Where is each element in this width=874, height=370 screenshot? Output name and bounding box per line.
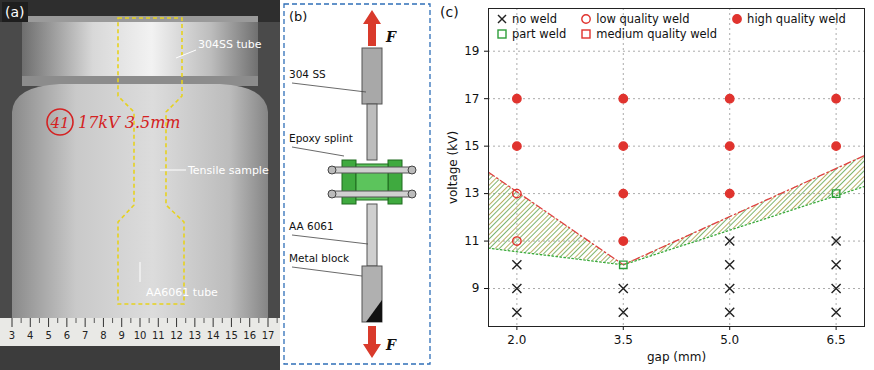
html-text:low quality weld: low quality weld bbox=[596, 11, 690, 26]
svg-text:17: 17 bbox=[262, 330, 275, 341]
svg-text:304 SS: 304 SS bbox=[289, 68, 326, 80]
svg-text:2.0: 2.0 bbox=[507, 333, 526, 347]
svg-text:(b): (b) bbox=[289, 9, 307, 24]
svg-text:voltage (kV): voltage (kV) bbox=[446, 131, 460, 204]
svg-text:41: 41 bbox=[49, 114, 69, 132]
svg-text:F: F bbox=[385, 29, 397, 45]
svg-text:gap (mm): gap (mm) bbox=[647, 350, 706, 364]
svg-text:6.5: 6.5 bbox=[827, 333, 846, 347]
html-text:medium quality weld: medium quality weld bbox=[596, 26, 718, 41]
svg-text:3: 3 bbox=[9, 330, 15, 341]
svg-text:19: 19 bbox=[464, 44, 479, 58]
svg-text:AA6061 tube: AA6061 tube bbox=[146, 286, 218, 299]
svg-text:9: 9 bbox=[119, 330, 125, 341]
svg-text:17kV 3.5mm: 17kV 3.5mm bbox=[78, 113, 180, 132]
svg-text:Metal block: Metal block bbox=[289, 252, 350, 264]
svg-text:13: 13 bbox=[188, 330, 201, 341]
svg-text:5: 5 bbox=[45, 330, 51, 341]
html-text:(c): (c) bbox=[440, 4, 459, 20]
html-text:high quality weld: high quality weld bbox=[747, 11, 846, 26]
svg-text:17: 17 bbox=[464, 92, 479, 106]
svg-text:8: 8 bbox=[100, 330, 106, 341]
svg-text:15: 15 bbox=[464, 139, 479, 153]
html-text:part weld: part weld bbox=[512, 26, 567, 41]
svg-text:F: F bbox=[385, 337, 397, 353]
svg-text:Tensile sample: Tensile sample bbox=[187, 164, 269, 177]
svg-text:4: 4 bbox=[27, 330, 33, 341]
svg-text:10: 10 bbox=[134, 330, 147, 341]
svg-text:12: 12 bbox=[170, 330, 183, 341]
svg-text:5.0: 5.0 bbox=[720, 333, 739, 347]
svg-text:13: 13 bbox=[464, 186, 479, 200]
svg-text:11: 11 bbox=[464, 234, 479, 248]
svg-text:3.5: 3.5 bbox=[614, 333, 633, 347]
html-text:no weld: no weld bbox=[512, 11, 557, 26]
svg-text:7: 7 bbox=[82, 330, 88, 341]
svg-text:Epoxy splint: Epoxy splint bbox=[289, 132, 353, 144]
svg-text:(a): (a) bbox=[5, 4, 25, 20]
svg-text:9: 9 bbox=[472, 281, 480, 295]
svg-text:11: 11 bbox=[152, 330, 165, 341]
svg-text:15: 15 bbox=[225, 330, 238, 341]
svg-text:304SS tube: 304SS tube bbox=[198, 38, 262, 51]
svg-text:16: 16 bbox=[243, 330, 256, 341]
svg-text:6: 6 bbox=[64, 330, 70, 341]
svg-text:AA 6061: AA 6061 bbox=[289, 220, 334, 232]
svg-text:14: 14 bbox=[207, 330, 220, 341]
